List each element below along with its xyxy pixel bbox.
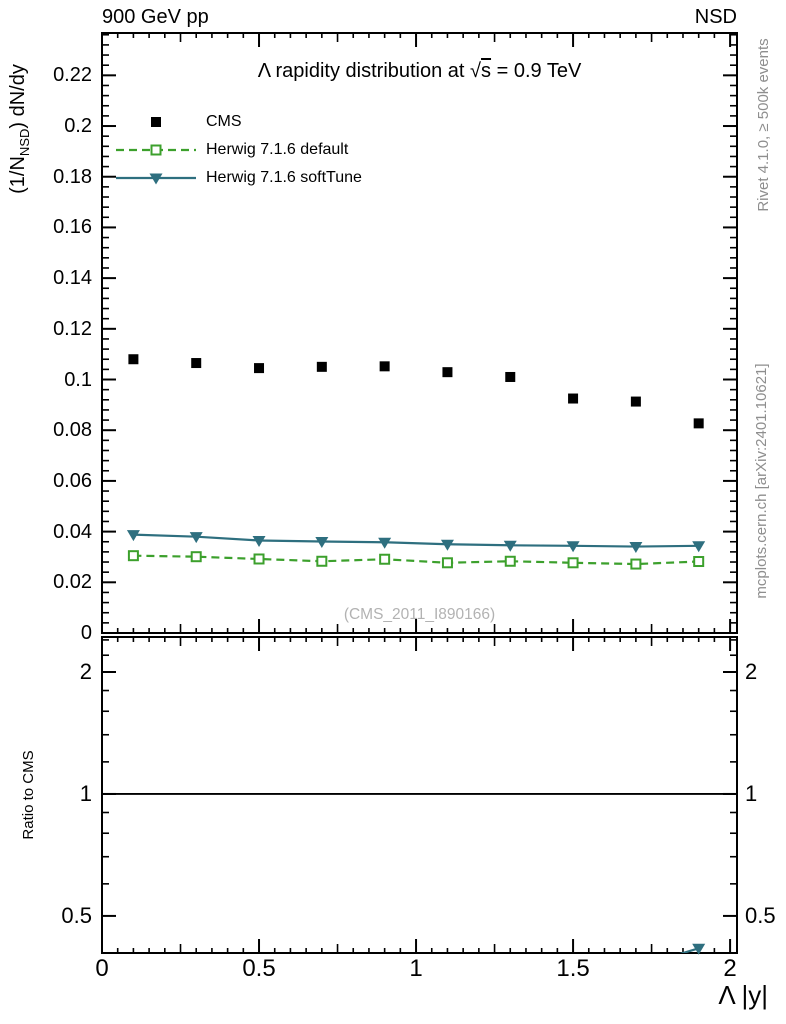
y-tick-label: 0.06 — [53, 469, 92, 492]
x-tick-label: 1.5 — [556, 955, 590, 982]
legend-marker-triangle-down-filled — [116, 173, 196, 185]
legend-entry: CMS — [114, 108, 242, 136]
x-tick-label: 1 — [409, 955, 423, 982]
sqrt-argument: s — [481, 60, 492, 82]
mcplots-note: mcplots.cern.ch [arXiv:2401.10621] — [753, 363, 770, 599]
plot-title-prefix: Λ rapidity distribution at — [257, 60, 471, 82]
y-tick-label: 0.2 — [64, 115, 92, 137]
ratio-tick-label-right: 2 — [745, 659, 758, 684]
legend-label: CMS — [206, 113, 242, 130]
beam-label: 900 GeV pp — [102, 6, 209, 28]
y-tick-label: 0.14 — [53, 267, 92, 290]
plot-title-suffix: = 0.9 TeV — [491, 60, 582, 82]
x-tick-label: 0.5 — [242, 955, 276, 982]
y-tick-label: 0.04 — [53, 520, 92, 543]
y-tick-label: 0.1 — [64, 368, 92, 391]
legend-entry: Herwig 7.1.6 softTune — [114, 164, 362, 192]
event-class-label: NSD — [694, 6, 737, 28]
ratio-tick-label-right: 1 — [745, 781, 758, 806]
legend-entry: Herwig 7.1.6 default — [114, 136, 348, 164]
y-tick-label: 0.22 — [53, 64, 92, 87]
legend-label: Herwig 7.1.6 default — [206, 141, 349, 158]
sqrt-symbol: √ — [470, 60, 482, 82]
plot-title: Λ rapidity distribution at √s = 0.9 TeV — [102, 60, 737, 83]
x-tick-label: 0 — [95, 955, 109, 982]
y-tick-label: 0.02 — [53, 571, 92, 594]
x-axis-title: Λ |y| — [718, 980, 768, 1010]
ratio-tick-label-left: 1 — [79, 781, 92, 806]
legend-marker-square-open — [116, 144, 196, 156]
ratio-tick-label-right: 0.5 — [745, 902, 776, 928]
y-tick-label: 0.12 — [53, 317, 92, 340]
x-tick-label: 2 — [723, 955, 737, 982]
legend-marker-square-filled — [151, 117, 161, 127]
ratio-tick-label-left: 2 — [79, 659, 92, 684]
y-tick-label: 0.16 — [53, 216, 92, 239]
rivet-version-note: Rivet 4.1.0, ≥ 500k events — [755, 38, 772, 212]
analysis-id-watermark: (CMS_2011_I890166) — [343, 606, 496, 623]
legend-label: Herwig 7.1.6 softTune — [206, 169, 362, 186]
y-tick-label: 0.08 — [53, 419, 92, 442]
y-tick-label: 0 — [80, 622, 92, 644]
ratio-tick-label-left: 0.5 — [61, 902, 92, 928]
y-tick-label: 0.18 — [53, 165, 92, 188]
